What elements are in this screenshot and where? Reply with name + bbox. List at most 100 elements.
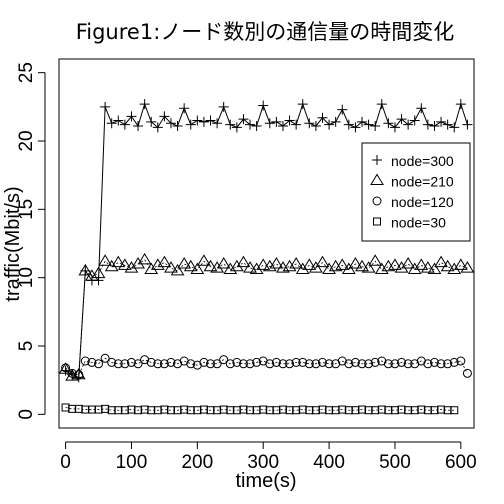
data-point-plus	[119, 119, 130, 130]
data-point-circle	[390, 359, 400, 369]
data-point-triangle	[453, 258, 468, 270]
data-point-circle	[304, 359, 314, 369]
x-tick-label: 400	[313, 452, 345, 473]
data-point-plus	[146, 116, 157, 127]
data-point-plus	[133, 120, 144, 131]
x-tick-label: 0	[60, 452, 71, 473]
chart-title: Figure1:ノード数別の通信量の時間変化	[76, 20, 455, 44]
data-point-plus	[225, 119, 236, 130]
data-point-plus	[363, 119, 374, 130]
data-point-plus	[231, 122, 242, 133]
data-point-plus	[106, 118, 117, 129]
data-point-plus	[192, 115, 203, 126]
data-point-circle	[311, 359, 321, 369]
data-point-triangle	[104, 259, 119, 272]
data-point-plus	[416, 103, 427, 114]
data-point-triangle	[210, 261, 224, 273]
legend-label: node=120	[391, 194, 454, 210]
data-point-plus	[429, 120, 440, 131]
data-point-triangle	[229, 259, 244, 272]
data-point-triangle	[295, 262, 310, 274]
data-point-circle	[278, 359, 288, 369]
data-point-triangle	[256, 258, 271, 270]
data-point-plus	[165, 118, 176, 129]
x-tick-label: 300	[247, 452, 279, 473]
data-point-circle	[245, 359, 255, 369]
data-point-circle	[324, 359, 334, 369]
data-point-plus	[218, 101, 229, 112]
legend-label: node=210	[391, 174, 454, 190]
data-point-triangle	[401, 257, 416, 269]
data-point-triangle	[460, 261, 475, 273]
data-point-triangle	[190, 262, 205, 274]
data-point-plus	[337, 104, 348, 115]
data-point-circle	[370, 357, 380, 367]
data-point-circle	[120, 359, 130, 369]
data-point-square	[450, 406, 459, 415]
data-point-plus	[291, 119, 302, 130]
data-point-triangle	[85, 269, 99, 281]
data-point-triangle	[164, 261, 178, 273]
data-point-plus	[455, 99, 466, 110]
data-point-circle	[423, 359, 433, 369]
data-point-plus	[258, 100, 269, 111]
data-point-circle	[429, 357, 439, 367]
data-point-triangle	[388, 258, 402, 270]
data-point-circle	[285, 359, 295, 369]
data-point-triangle	[78, 263, 93, 276]
data-point-circle	[61, 363, 71, 373]
series-line	[65, 357, 468, 376]
data-point-plus	[185, 119, 196, 130]
data-point-circle	[443, 359, 453, 369]
data-point-triangle	[223, 262, 238, 274]
data-point-circle	[397, 357, 407, 367]
data-point-plus	[310, 120, 321, 131]
data-point-circle	[436, 359, 446, 369]
data-point-plus	[152, 122, 163, 133]
data-point-triangle	[282, 259, 297, 272]
data-point-circle	[383, 359, 393, 369]
data-point-plus	[317, 112, 328, 123]
data-point-plus	[113, 115, 124, 126]
data-point-circle	[364, 359, 374, 369]
y-tick-label: 0	[16, 409, 37, 420]
data-point-plus	[297, 99, 308, 110]
data-point-triangle	[157, 255, 172, 268]
data-point-triangle	[374, 262, 389, 274]
data-point-triangle	[289, 257, 304, 269]
data-point-plus	[462, 119, 473, 130]
x-axis-label: time(s)	[235, 470, 296, 492]
data-point-circle	[456, 356, 466, 366]
legend-marker-circle	[372, 196, 382, 206]
data-point-plus	[304, 118, 315, 129]
data-point-triangle	[98, 254, 112, 266]
data-point-circle	[146, 357, 156, 367]
data-point-triangle	[315, 255, 330, 268]
data-point-plus	[389, 122, 400, 133]
data-point-triangle	[355, 259, 369, 272]
data-point-circle	[357, 359, 367, 369]
data-point-triangle	[434, 255, 448, 268]
data-point-circle	[219, 355, 229, 365]
data-point-triangle	[440, 259, 455, 272]
data-point-circle	[344, 359, 354, 369]
data-point-triangle	[421, 261, 435, 273]
data-point-circle	[252, 357, 262, 367]
data-point-circle	[271, 357, 281, 367]
data-point-triangle	[203, 259, 218, 272]
data-point-circle	[100, 353, 110, 363]
data-point-triangle	[111, 255, 126, 268]
data-point-circle	[225, 359, 235, 369]
data-point-plus	[376, 99, 387, 110]
data-point-circle	[350, 357, 360, 367]
data-point-circle	[153, 359, 163, 369]
data-point-circle	[159, 359, 169, 369]
data-point-circle	[403, 359, 413, 369]
plot-area-frame	[58, 58, 475, 429]
data-point-circle	[74, 370, 84, 380]
data-point-circle	[265, 359, 275, 369]
data-point-circle	[206, 359, 216, 369]
data-point-plus	[396, 114, 407, 125]
data-point-plus	[403, 119, 414, 130]
